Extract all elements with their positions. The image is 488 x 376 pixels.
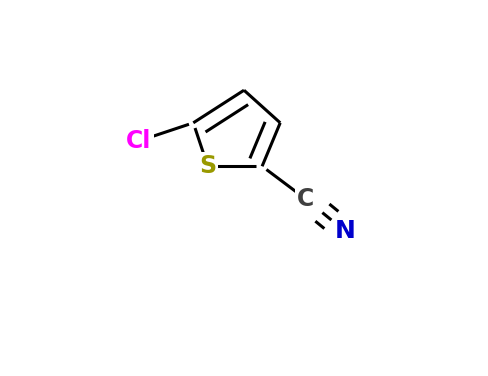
Text: N: N [335,220,356,243]
Text: S: S [199,154,216,178]
Text: Cl: Cl [126,129,152,153]
Text: C: C [297,187,314,211]
